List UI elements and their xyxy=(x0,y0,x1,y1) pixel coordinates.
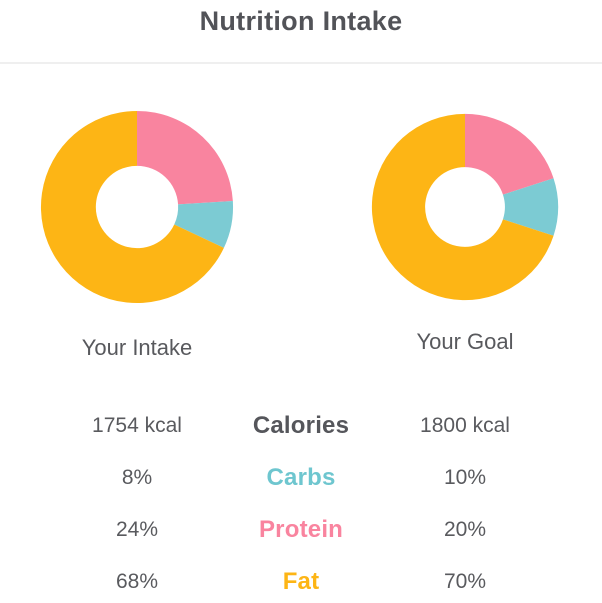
intake-calories-value: 1754 kcal xyxy=(92,414,182,437)
donut-segment-protein xyxy=(137,110,233,205)
fat-label: Fat xyxy=(282,568,320,595)
goal-protein-value: 20% xyxy=(443,518,487,541)
charts-spacer xyxy=(274,109,328,362)
intake-protein-value: 24% xyxy=(115,518,159,541)
page-title: Nutrition Intake xyxy=(199,6,403,36)
donut-segment-carbs xyxy=(174,200,234,248)
intake-carbs-value: 8% xyxy=(121,466,153,489)
goal-carbs-value: 10% xyxy=(443,466,487,489)
goal-chart-section: Your Goal xyxy=(328,109,602,362)
goal-donut-chart xyxy=(371,113,559,301)
nutrition-comparison-table: 1754 kcal Calories 1800 kcal 8% Carbs 10… xyxy=(0,400,602,603)
table-row-carbs: 8% Carbs 10% xyxy=(0,452,602,504)
table-row-calories: 1754 kcal Calories 1800 kcal xyxy=(0,400,602,452)
goal-chart-title: Your Goal xyxy=(416,329,514,354)
donut-segment-carbs xyxy=(502,178,559,236)
charts-row: Your Intake Your Goal xyxy=(0,109,602,362)
intake-chart-section: Your Intake xyxy=(0,109,274,362)
calories-label: Calories xyxy=(252,412,350,439)
donut-segment-fat xyxy=(371,113,554,301)
goal-calories-value: 1800 kcal xyxy=(420,414,510,437)
intake-fat-value: 68% xyxy=(115,570,159,593)
goal-fat-value: 70% xyxy=(443,570,487,593)
intake-chart-title: Your Intake xyxy=(81,335,193,360)
protein-label: Protein xyxy=(258,516,344,543)
header-divider xyxy=(0,62,602,64)
donut-segment-protein xyxy=(465,113,554,195)
table-row-protein: 24% Protein 20% xyxy=(0,504,602,556)
table-row-fat: 68% Fat 70% xyxy=(0,556,602,603)
donut-segment-fat xyxy=(40,110,224,304)
carbs-label: Carbs xyxy=(266,464,336,491)
intake-donut-chart xyxy=(40,110,234,304)
